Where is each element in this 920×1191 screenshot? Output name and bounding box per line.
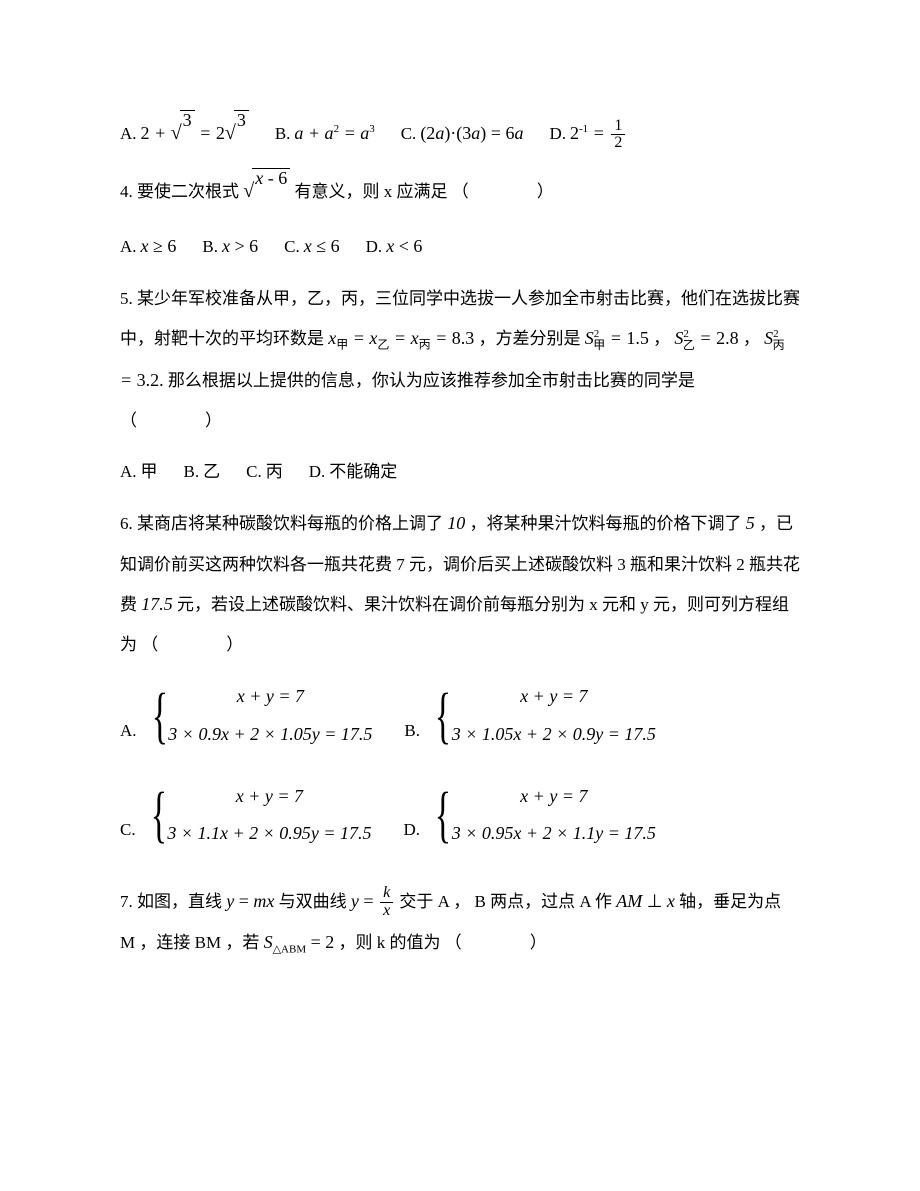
math-expr: x ≤ 6 [304, 226, 340, 267]
q6-option-c: C. { x + y = 7 3 × 1.1x + 2 × 0.95y = 17… [120, 782, 375, 849]
comma: ， [743, 329, 764, 348]
question-number: 4. [120, 182, 133, 201]
comma: ， [653, 329, 674, 348]
answer-blank: （ ） [445, 933, 547, 952]
option-label: A. [120, 711, 137, 750]
option-text: 不能确定 [329, 452, 397, 491]
q3-option-d: D. 2-1 = 12 [549, 113, 627, 154]
question-number: 6. [120, 514, 133, 533]
option-label: D. [549, 114, 566, 153]
q5-option-a: A. 甲 [120, 452, 158, 491]
option-text: 甲 [141, 452, 158, 491]
answer-blank: （ ） [452, 182, 554, 201]
question-text: 某商店将某种碳酸饮料每瓶的价格上调了 [137, 514, 447, 533]
q6-options: A. { x + y = 7 3 × 0.9x + 2 × 1.05y = 17… [120, 682, 800, 848]
option-label: C. [246, 452, 262, 491]
option-text: 乙 [203, 452, 220, 491]
q4-option-c: C. x ≤ 6 [284, 226, 339, 267]
var1-expr: S2甲 = 1.5 [585, 328, 649, 348]
question-number: 7. [120, 892, 133, 911]
question-4: 4. 要使二次根式 √x - 6 有意义，则 x 应满足 （ ） [120, 168, 800, 214]
q4-option-d: D. x < 6 [366, 226, 423, 267]
equation-system: { x + y = 7 3 × 0.95x + 2 × 1.1y = 17.5 [428, 782, 656, 849]
question-text: ，将某种果汁饮料每瓶的价格下调了 [470, 514, 746, 533]
eq2: 3 × 1.1x + 2 × 0.95y = 17.5 [167, 823, 371, 845]
question-text: ，方差分别是 [478, 329, 580, 348]
option-label: B. [184, 452, 200, 491]
question-text: 那么根据以上提供的信息，你认为应该推荐参加全市射击比赛的同学是 [168, 371, 695, 390]
question-number: 5. [120, 289, 133, 308]
equation-system: { x + y = 7 3 × 1.1x + 2 × 0.95y = 17.5 [144, 782, 372, 849]
question-text: 与双曲线 [279, 892, 351, 911]
line-expr: y = mx [226, 891, 274, 911]
math-expr: a + a2 = a3 [294, 113, 374, 154]
option-label: A. [120, 114, 137, 153]
amount: 17.5 [141, 594, 173, 614]
q6-row-1: A. { x + y = 7 3 × 0.9x + 2 × 1.05y = 17… [120, 682, 800, 749]
q3-option-b: B. a + a2 = a3 [275, 113, 375, 154]
question-text: ，则 k 的值为 [339, 933, 441, 952]
option-label: C. [401, 114, 417, 153]
eq1: x + y = 7 [168, 686, 372, 708]
question-5: 5. 某少年军校准备从甲，乙，丙，三位同学中选拔一人参加全市射击比赛，他们在选拔… [120, 279, 800, 440]
eq1: x + y = 7 [167, 786, 371, 808]
answer-blank: （ ） [120, 411, 222, 430]
q5-option-c: C. 丙 [246, 452, 283, 491]
option-label: B. [275, 114, 291, 153]
option-label: A. [120, 227, 137, 266]
eq2: 3 × 1.05x + 2 × 0.9y = 17.5 [452, 724, 656, 746]
math-expr: (2a)·(3a) = 6a [420, 113, 523, 154]
option-label: C. [284, 227, 300, 266]
q4-option-b: B. x > 6 [202, 226, 258, 267]
math-expr: 2 + √3 = 2√3 [141, 110, 249, 156]
math-expr: x ≥ 6 [141, 226, 177, 267]
q3-options-row: A. 2 + √3 = 2√3 B. a + a2 = a3 C. (2a)·(… [120, 110, 800, 156]
var2-expr: S2乙 = 2.8 [674, 328, 738, 348]
answer-blank: （ ） [141, 635, 243, 654]
option-label: A. [120, 452, 137, 491]
equation-system: { x + y = 7 3 × 1.05x + 2 × 0.9y = 17.5 [428, 682, 656, 749]
area-expr: S△ABM = 2 [264, 932, 335, 952]
option-label: C. [120, 810, 136, 849]
q6-option-a: A. { x + y = 7 3 × 0.9x + 2 × 1.05y = 17… [120, 682, 376, 749]
math-expr: 2-1 = 12 [570, 113, 627, 154]
math-expr: x > 6 [222, 226, 258, 267]
q4-options: A. x ≥ 6 B. x > 6 C. x ≤ 6 D. x < 6 [120, 226, 800, 267]
q5-option-b: B. 乙 [184, 452, 221, 491]
question-text: 有意义，则 x 应满足 [294, 182, 447, 201]
pct1: 10 [447, 513, 465, 533]
perp-expr: AM ⊥ x [616, 891, 675, 911]
q6-option-b: B. { x + y = 7 3 × 1.05x + 2 × 0.9y = 17… [404, 682, 659, 749]
eq1: x + y = 7 [452, 786, 656, 808]
question-6: 6. 某商店将某种碳酸饮料每瓶的价格上调了 10 ，将某种果汁饮料每瓶的价格下调… [120, 503, 800, 664]
option-text: 丙 [266, 452, 283, 491]
eq2: 3 × 0.9x + 2 × 1.05y = 17.5 [168, 724, 372, 746]
q3-option-c: C. (2a)·(3a) = 6a [401, 113, 524, 154]
hyperbola-expr: y = kx [351, 891, 395, 911]
math-expr: x < 6 [386, 226, 422, 267]
q6-row-2: C. { x + y = 7 3 × 1.1x + 2 × 0.95y = 17… [120, 782, 800, 849]
option-label: D. [309, 452, 326, 491]
option-label: D. [366, 227, 383, 266]
question-text: 如图，直线 [137, 892, 226, 911]
q6-option-d: D. { x + y = 7 3 × 0.95x + 2 × 1.1y = 17… [403, 782, 659, 849]
q5-options: A. 甲 B. 乙 C. 丙 D. 不能确定 [120, 452, 800, 491]
option-label: B. [404, 711, 420, 750]
q3-option-a: A. 2 + √3 = 2√3 [120, 110, 249, 156]
question-7: 7. 如图，直线 y = mx 与双曲线 y = kx 交于 A ， B 两点，… [120, 881, 800, 964]
equation-system: { x + y = 7 3 × 0.9x + 2 × 1.05y = 17.5 [145, 682, 373, 749]
q5-option-d: D. 不能确定 [309, 452, 398, 491]
option-label: B. [202, 227, 218, 266]
eq1: x + y = 7 [452, 686, 656, 708]
question-text: 要使二次根式 [137, 182, 243, 201]
question-text: 交于 A ， B 两点，过点 A 作 [399, 892, 616, 911]
q4-option-a: A. x ≥ 6 [120, 226, 176, 267]
mean-expr: x甲 = x乙 = x丙 = 8.3 [328, 328, 474, 348]
question-3-options: A. 2 + √3 = 2√3 B. a + a2 = a3 C. (2a)·(… [120, 110, 800, 156]
pct2: 5 [746, 513, 755, 533]
eq2: 3 × 0.95x + 2 × 1.1y = 17.5 [452, 823, 656, 845]
sqrt-expr: √x - 6 [243, 181, 290, 201]
option-label: D. [403, 810, 420, 849]
